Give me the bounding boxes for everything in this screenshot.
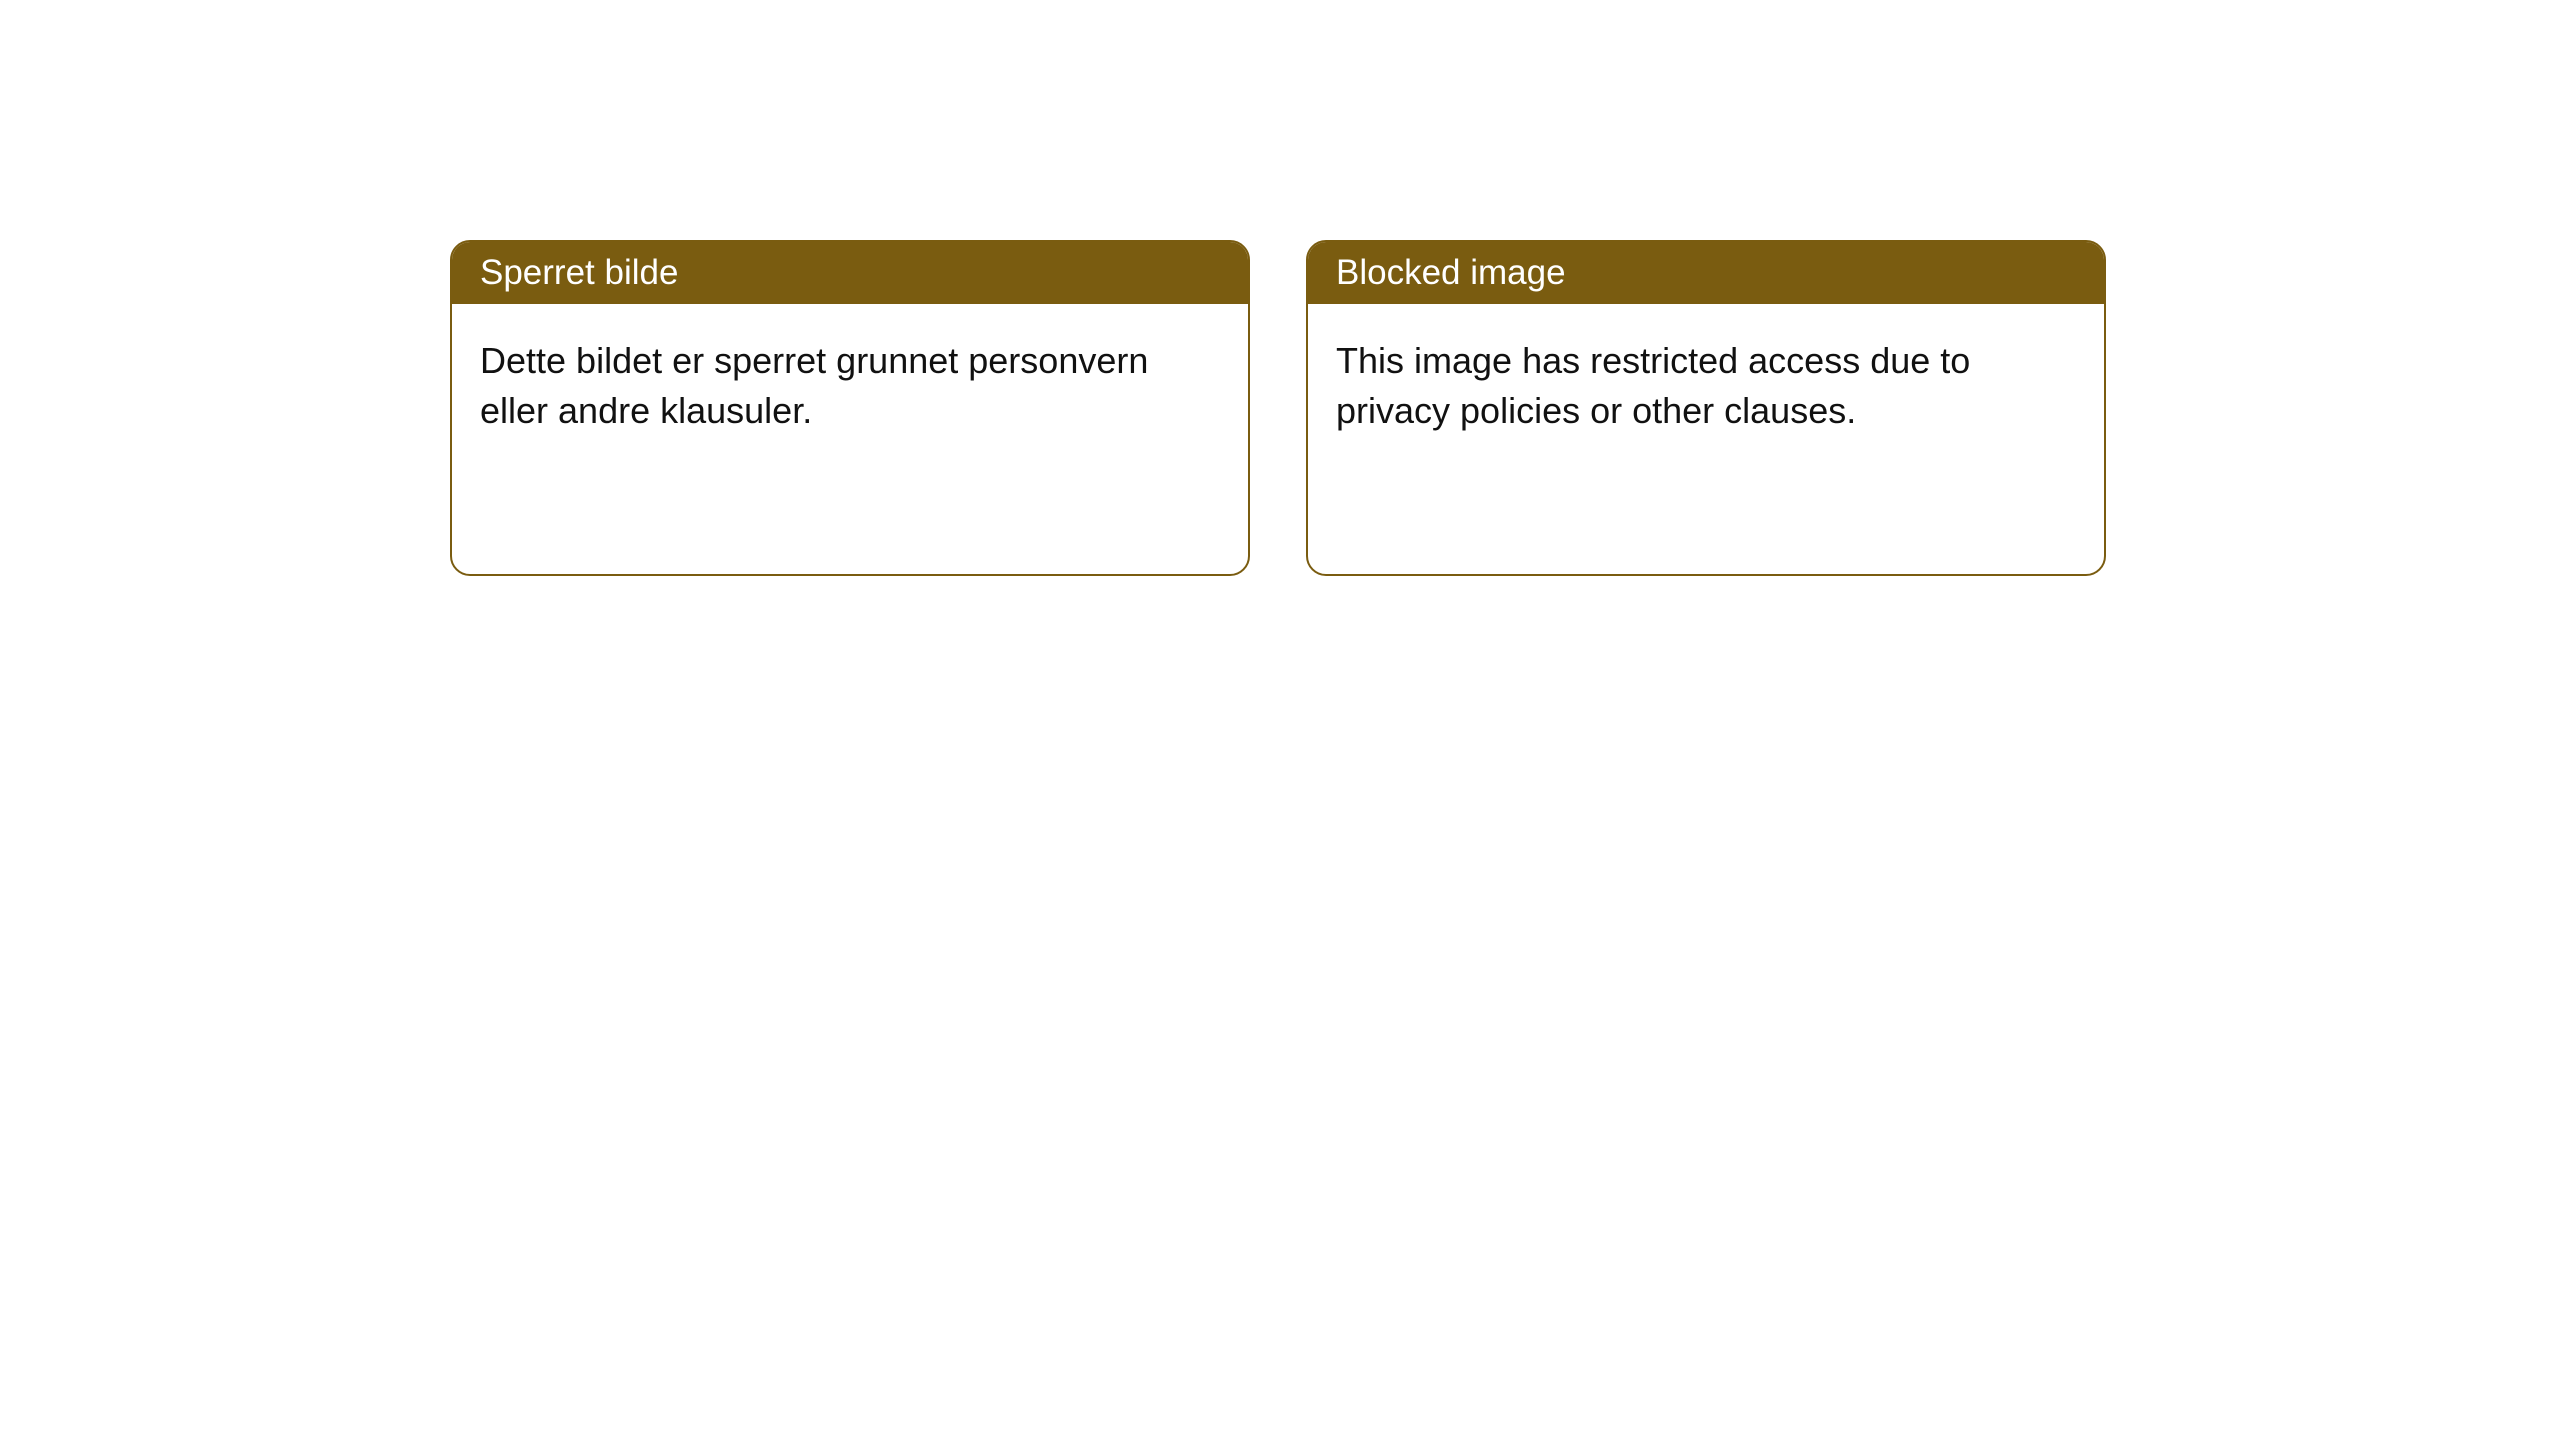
notice-title: Blocked image (1336, 253, 1566, 292)
notice-container: Sperret bilde Dette bildet er sperret gr… (0, 0, 2560, 576)
notice-body-text: Dette bildet er sperret grunnet personve… (480, 340, 1148, 431)
notice-card-norwegian: Sperret bilde Dette bildet er sperret gr… (450, 240, 1250, 576)
notice-body: Dette bildet er sperret grunnet personve… (452, 304, 1248, 469)
notice-title: Sperret bilde (480, 253, 678, 292)
notice-header: Sperret bilde (452, 242, 1248, 304)
notice-header: Blocked image (1308, 242, 2104, 304)
notice-body: This image has restricted access due to … (1308, 304, 2104, 469)
notice-body-text: This image has restricted access due to … (1336, 340, 1970, 431)
notice-card-english: Blocked image This image has restricted … (1306, 240, 2106, 576)
